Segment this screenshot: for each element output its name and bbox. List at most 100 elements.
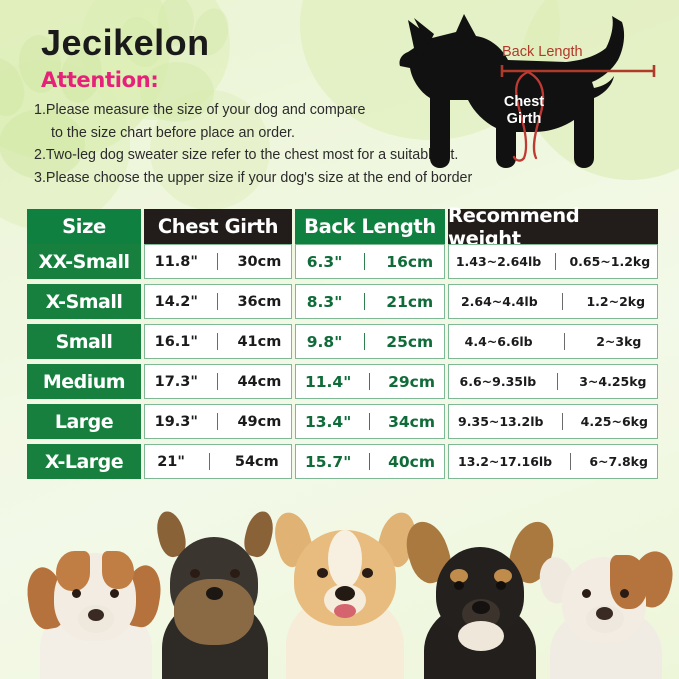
- unit-divider-icon: [217, 333, 219, 350]
- brand-title: Jecikelon: [41, 22, 210, 63]
- chest-girth-cm: 49cm: [237, 413, 282, 430]
- size-chart-table: Size Chest Girth Back Length Recommend w…: [27, 204, 658, 479]
- instruction-item-1: 1.Please measure the size of your dog an…: [34, 102, 366, 118]
- recommend-weight-cell: 1.43~2.64lb 0.65~1.2kg: [448, 244, 658, 279]
- weight-pounds: 6.6~9.35lb: [459, 374, 537, 389]
- table-row: Large 19.3" 49cm 13.4" 34cm 9.35~13.2lb 4.25~6…: [27, 404, 658, 439]
- size-cell: X-Small: [27, 284, 141, 319]
- chest-girth-inches: 21": [157, 453, 185, 470]
- unit-divider-icon: [554, 253, 556, 270]
- weight-pounds: 4.4~6.6lb: [464, 334, 533, 349]
- table-header-row: Size Chest Girth Back Length Recommend w…: [27, 204, 658, 250]
- unit-divider-icon: [363, 253, 365, 270]
- chest-girth-cell: 14.2" 36cm: [144, 284, 292, 319]
- table-row: Medium 17.3" 44cm 11.4" 29cm 6.6~9.35lb 3~4.25…: [27, 364, 658, 399]
- chest-girth-inches: 16.1": [154, 333, 198, 350]
- recommend-weight-cell: 4.4~6.6lb 2~3kg: [448, 324, 658, 359]
- back-length-cm: 29cm: [388, 372, 436, 391]
- table-row: XX-Small 11.8" 30cm 6.3" 16cm 1.43~2.64lb 0.65…: [27, 244, 658, 279]
- back-length-cell: 15.7" 40cm: [295, 444, 445, 479]
- weight-kilograms: 1.2~2kg: [586, 294, 646, 309]
- dog-measurement-diagram: Back Length Chest Girth: [398, 8, 676, 208]
- back-length-label: Back Length: [502, 44, 583, 60]
- recommend-weight-cell: 13.2~17.16lb 6~7.8kg: [448, 444, 658, 479]
- table-row: Small 16.1" 41cm 9.8" 25cm 4.4~6.6lb 2~3kg: [27, 324, 658, 359]
- back-length-cm: 16cm: [386, 252, 434, 271]
- background-blob-6: [150, 90, 270, 210]
- unit-divider-icon: [563, 333, 565, 350]
- chest-girth-inches: 17.3": [154, 373, 198, 390]
- weight-kilograms: 4.25~6kg: [580, 414, 648, 429]
- unit-divider-icon: [363, 333, 365, 350]
- chest-girth-cell: 11.8" 30cm: [144, 244, 292, 279]
- instruction-list: 1.Please measure the size of your dog an…: [34, 99, 494, 189]
- size-cell: Large: [27, 404, 141, 439]
- dog-silhouette-icon: [399, 14, 625, 168]
- unit-divider-icon: [557, 373, 559, 390]
- weight-pounds: 2.64~4.4lb: [460, 294, 538, 309]
- chest-girth-inches: 19.3": [154, 413, 198, 430]
- back-length-cell: 9.8" 25cm: [295, 324, 445, 359]
- chest-girth-cm: 54cm: [234, 453, 279, 470]
- back-length-cm: 21cm: [386, 292, 434, 311]
- back-length-inches: 6.3": [306, 252, 343, 271]
- column-header-recommend-weight: Recommend weight: [448, 204, 658, 250]
- chest-girth-cell: 17.3" 44cm: [144, 364, 292, 399]
- recommend-weight-cell: 6.6~9.35lb 3~4.25kg: [448, 364, 658, 399]
- recommend-weight-cell: 9.35~13.2lb 4.25~6kg: [448, 404, 658, 439]
- chest-girth-label-line1: Chest: [503, 94, 545, 110]
- size-cell: X-Large: [27, 444, 141, 479]
- paw-print-watermark-1: [0, 5, 125, 180]
- unit-divider-icon: [561, 293, 563, 310]
- back-length-inches: 15.7": [304, 452, 352, 471]
- unit-divider-icon: [369, 373, 371, 390]
- chest-girth-cell: 21" 54cm: [144, 444, 292, 479]
- back-length-cell: 8.3" 21cm: [295, 284, 445, 319]
- chest-girth-cm: 41cm: [237, 333, 282, 350]
- yorkshire-terrier-dog-photo: [150, 507, 278, 679]
- back-length-inches: 13.4": [304, 412, 352, 431]
- weight-kilograms: 6~7.8kg: [589, 454, 648, 469]
- weight-pounds: 9.35~13.2lb: [458, 414, 544, 429]
- chest-girth-cell: 16.1" 41cm: [144, 324, 292, 359]
- chest-girth-inches: 14.2": [154, 293, 198, 310]
- weight-kilograms: 0.65~1.2kg: [569, 254, 651, 269]
- back-length-cell: 13.4" 34cm: [295, 404, 445, 439]
- attention-heading: Attention:: [41, 68, 159, 92]
- chest-girth-inches: 11.8": [154, 253, 198, 270]
- table-row: X-Large 21" 54cm 15.7" 40cm 13.2~17.16lb 6~7.8…: [27, 444, 658, 479]
- unit-divider-icon: [209, 453, 211, 470]
- unit-divider-icon: [217, 373, 219, 390]
- back-length-cell: 6.3" 16cm: [295, 244, 445, 279]
- back-length-inches: 8.3": [306, 292, 343, 311]
- beagle-mix-dog-photo: [22, 529, 166, 679]
- back-length-cm: 25cm: [386, 332, 434, 351]
- unit-divider-icon: [561, 413, 563, 430]
- chest-girth-cell: 19.3" 49cm: [144, 404, 292, 439]
- unit-divider-icon: [217, 253, 219, 270]
- pomeranian-dog-photo: [269, 504, 421, 679]
- instruction-item-1-cont: to the size chart before place an order.: [51, 124, 295, 141]
- chest-girth-cm: 30cm: [237, 253, 282, 270]
- back-length-cm: 34cm: [388, 412, 436, 431]
- weight-kilograms: 3~4.25kg: [579, 374, 647, 389]
- jack-russell-dog-photo: [535, 531, 679, 679]
- unit-divider-icon: [570, 453, 572, 470]
- back-length-inches: 9.8": [306, 332, 343, 351]
- chest-girth-label-line2: Girth: [506, 111, 542, 127]
- table-row: X-Small 14.2" 36cm 8.3" 21cm 2.64~4.4lb 1.2~2k…: [27, 284, 658, 319]
- chest-girth-cm: 44cm: [237, 373, 282, 390]
- unit-divider-icon: [369, 453, 371, 470]
- instruction-item-3: 3.Please choose the upper size if your d…: [34, 169, 473, 186]
- back-length-cell: 11.4" 29cm: [295, 364, 445, 399]
- back-length-cm: 40cm: [388, 452, 436, 471]
- unit-divider-icon: [369, 413, 371, 430]
- chest-girth-label: Chest Girth: [495, 94, 553, 128]
- unit-divider-icon: [217, 413, 219, 430]
- table-body: XX-Small 11.8" 30cm 6.3" 16cm 1.43~2.64lb 0.65…: [27, 244, 658, 479]
- background-blob-2: [80, 0, 230, 120]
- column-header-chest-girth: Chest Girth: [144, 209, 292, 244]
- size-cell: XX-Small: [27, 244, 141, 279]
- column-header-back-length: Back Length: [295, 209, 445, 244]
